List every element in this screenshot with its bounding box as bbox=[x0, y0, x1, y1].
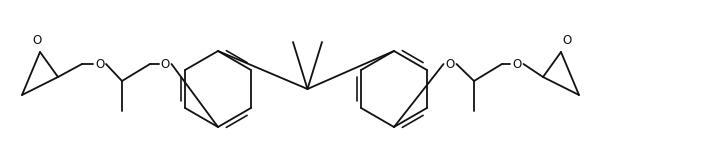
Text: O: O bbox=[95, 57, 104, 71]
Text: O: O bbox=[161, 57, 170, 71]
Text: O: O bbox=[562, 34, 571, 47]
Text: O: O bbox=[32, 34, 42, 47]
Text: O: O bbox=[445, 57, 455, 71]
Text: O: O bbox=[513, 57, 522, 71]
